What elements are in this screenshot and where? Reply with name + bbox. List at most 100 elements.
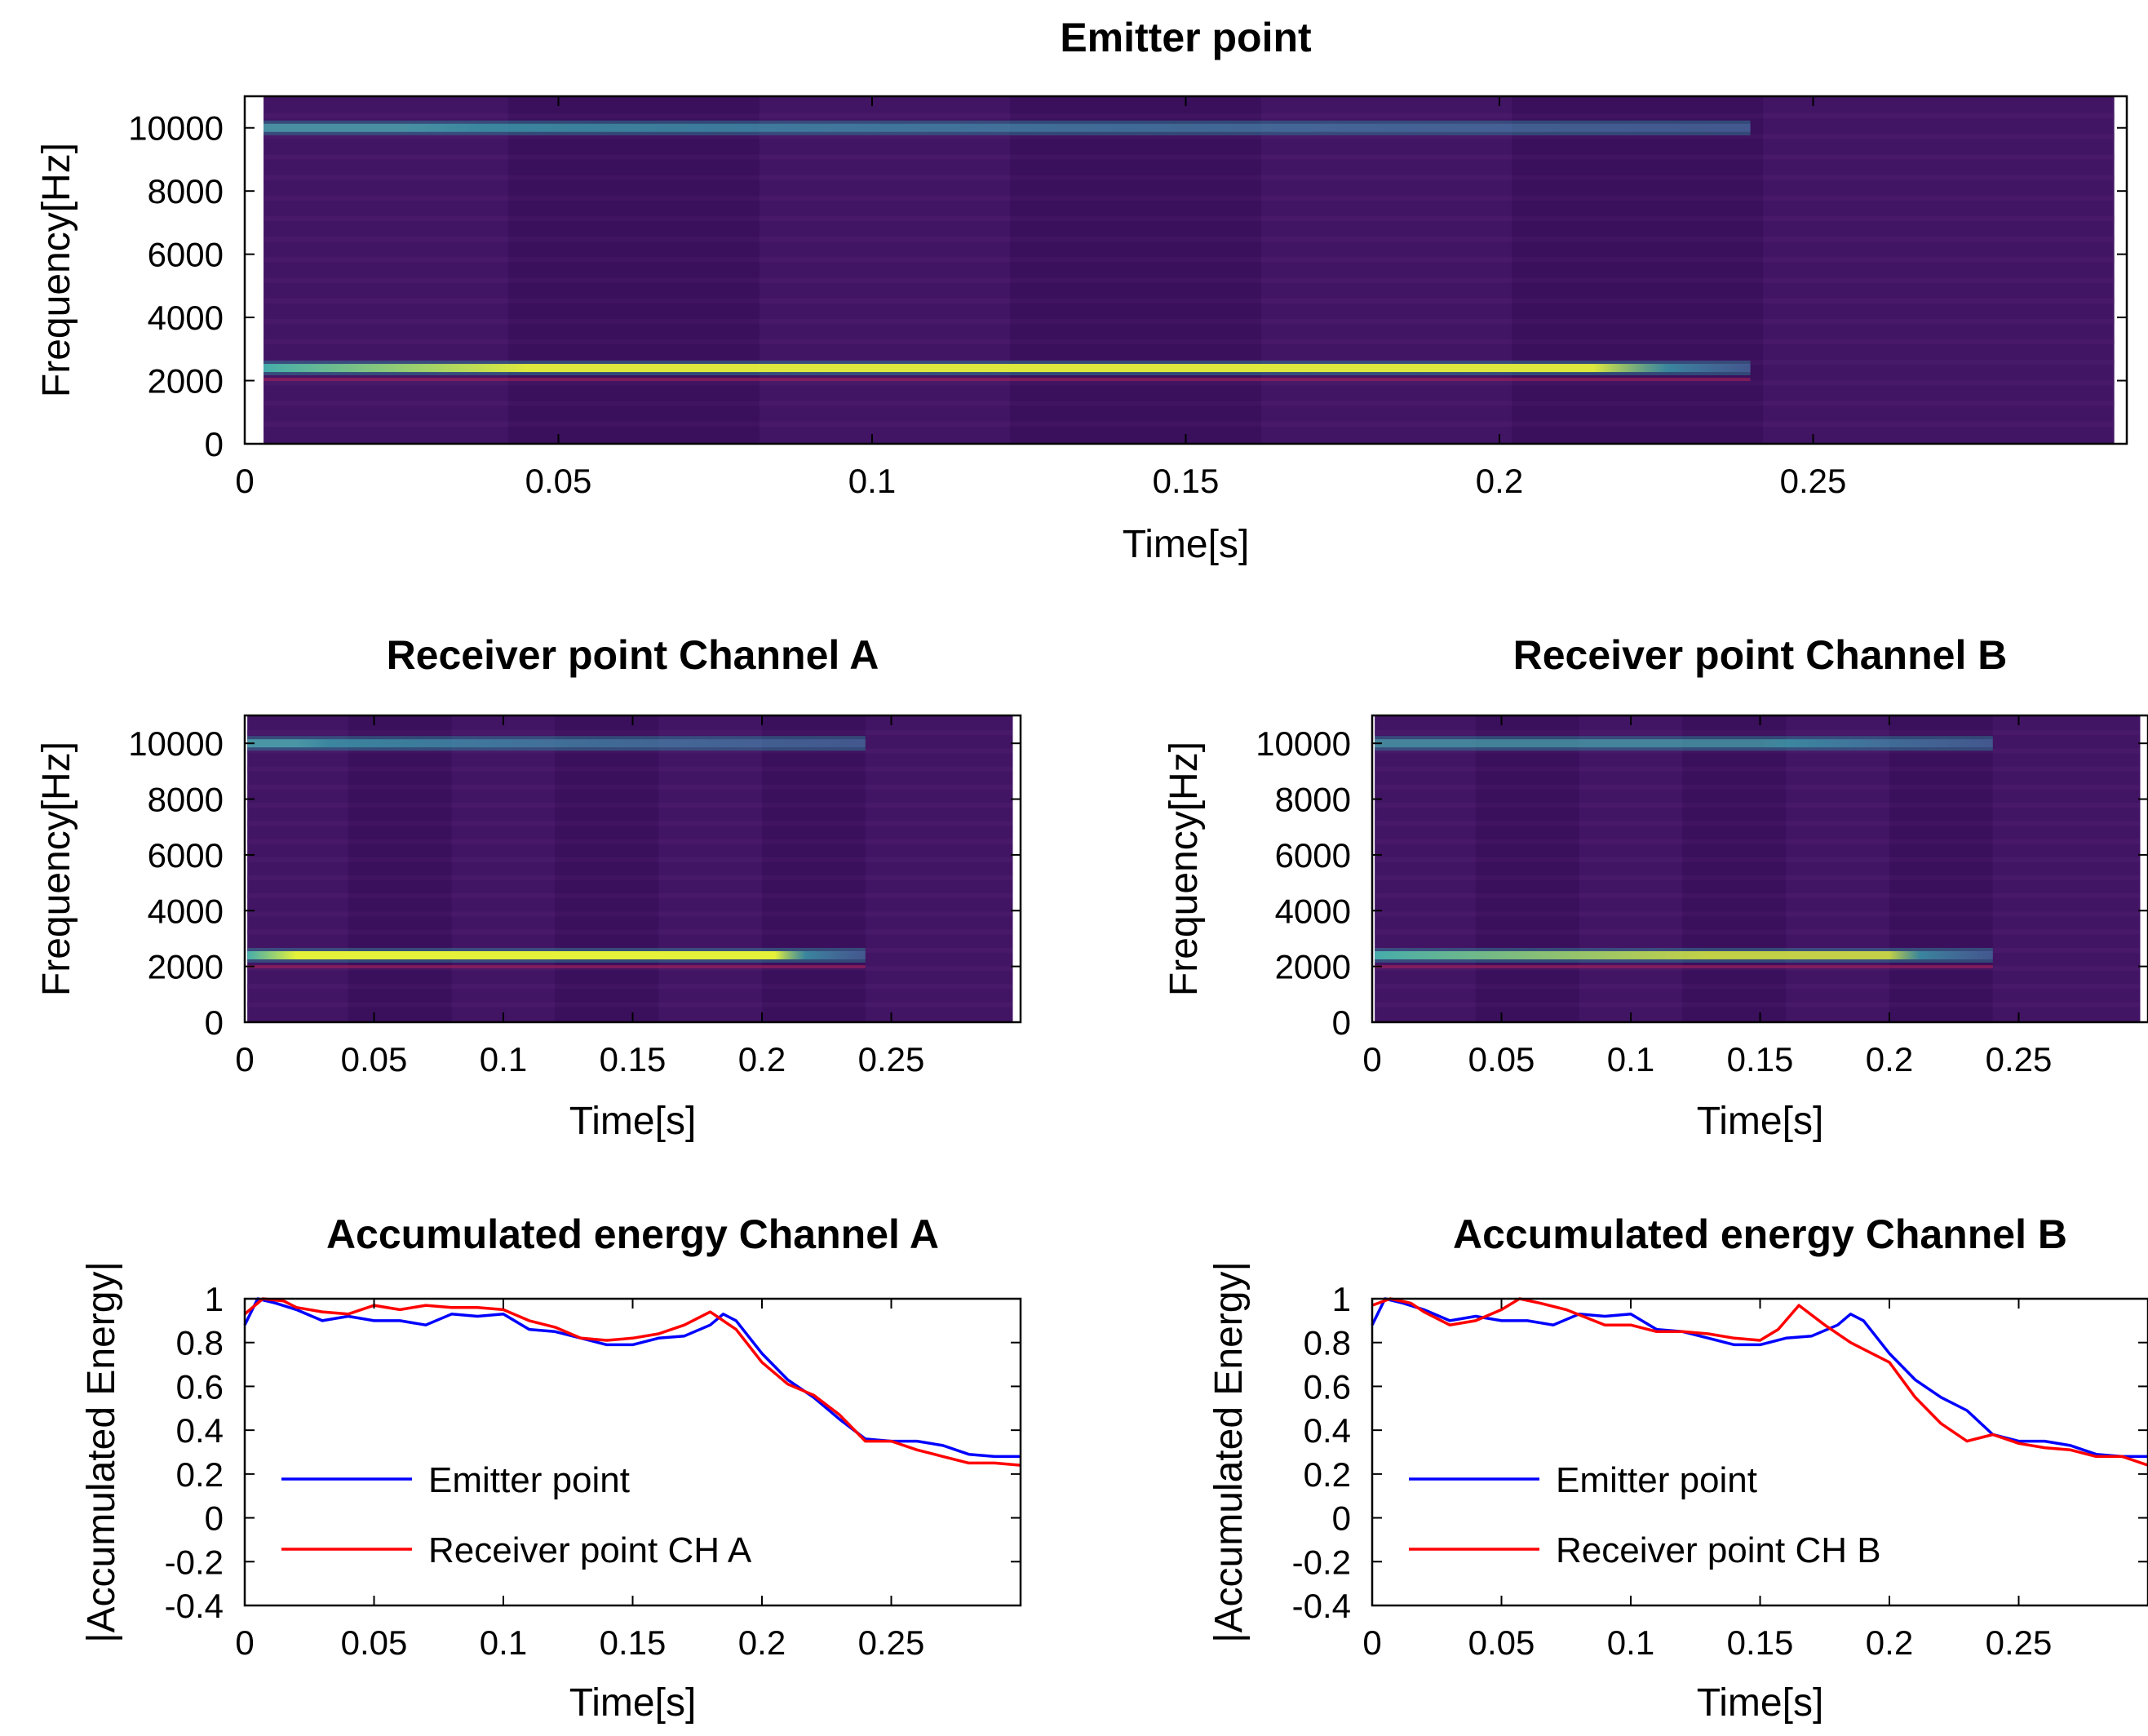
emitter-spectrogram-noise-stripe xyxy=(264,380,2115,386)
receiver-a-spectrogram-noise-stripe xyxy=(247,947,1013,953)
emitter-spectrogram-title: Emitter point xyxy=(1060,15,1312,60)
receiver-a-spectrogram-xtick-label: 0 xyxy=(235,1040,254,1078)
emitter-spectrogram-time-block xyxy=(759,96,1011,444)
receiver-b-spectrogram-tone-2400Hz-sideband xyxy=(1375,964,1993,968)
receiver-b-spectrogram-ylabel: Frequency[Hz] xyxy=(1163,742,1206,996)
emitter-spectrogram-noise-stripe xyxy=(264,195,2115,201)
receiver-a-spectrogram-time-block xyxy=(451,715,556,1022)
receiver-a-spectrogram-noise-stripe xyxy=(247,984,1013,990)
emitter-spectrogram-panel: 0 0.05 0.1 0.15 0.2 0.25 0 2000 4000 6000 8000 1000… xyxy=(35,15,2128,566)
receiver-b-spectrogram-noise-stripe xyxy=(1375,947,2141,953)
energy-b-ytick-label: -0.2 xyxy=(1292,1543,1351,1581)
receiver-a-spectrogram-noise-stripe xyxy=(247,911,1013,917)
energy-b-ytick-label: 0 xyxy=(1332,1499,1351,1538)
emitter-spectrogram-noise-stripe xyxy=(264,134,2115,140)
energy-a-panel: Emitter point Receiver point CH A 0 0.05 0.1… xyxy=(80,1211,1022,1725)
emitter-spectrogram-tone-2400Hz-sideband xyxy=(264,378,1751,382)
receiver-a-spectrogram-noise-stripe xyxy=(247,803,1013,808)
receiver-a-spectrogram-xtick-label: 0.2 xyxy=(738,1040,786,1078)
energy-b-plot-area xyxy=(1372,1299,2148,1605)
emitter-spectrogram-noise-stripe xyxy=(264,113,2115,119)
energy-b-legend-label: Emitter point xyxy=(1556,1460,1757,1500)
energy-a-xlabel: Time[s] xyxy=(569,1681,697,1725)
receiver-a-spectrogram-xtick-label: 0.05 xyxy=(341,1040,408,1078)
energy-b-ytick-label: 0.4 xyxy=(1304,1411,1351,1450)
emitter-spectrogram-xtick-label: 0.25 xyxy=(1780,462,1847,500)
receiver-a-spectrogram-noise-stripe xyxy=(247,966,1013,972)
receiver-b-spectrogram-noise-stripe xyxy=(1375,821,2141,826)
receiver-a-spectrogram-xtick-label: 0.1 xyxy=(480,1040,527,1078)
receiver-a-spectrogram-noise-stripe xyxy=(247,857,1013,862)
receiver-a-spectrogram-noise-stripe xyxy=(247,839,1013,844)
emitter-spectrogram-xtick-label: 0.1 xyxy=(848,462,896,500)
emitter-spectrogram-xtick-label: 0.05 xyxy=(525,462,592,500)
receiver-b-spectrogram-ytick-label: 6000 xyxy=(1275,836,1351,875)
energy-a-ytick-label: 0.2 xyxy=(176,1455,224,1494)
emitter-spectrogram-time-block xyxy=(264,96,508,444)
receiver-a-spectrogram-title: Receiver point Channel A xyxy=(387,632,879,678)
emitter-spectrogram-noise-stripe xyxy=(264,154,2115,160)
receiver-a-spectrogram-xtick-label: 0.15 xyxy=(600,1040,667,1078)
energy-b-ytick-label: 0.2 xyxy=(1304,1455,1351,1494)
receiver-a-spectrogram-ytick-label: 10000 xyxy=(128,724,224,763)
energy-a-ytick-label: -0.2 xyxy=(165,1543,224,1581)
energy-b-ytick-label: 0.8 xyxy=(1304,1324,1351,1362)
receiver-b-spectrogram-title: Receiver point Channel B xyxy=(1513,632,2008,678)
receiver-a-spectrogram-xlabel: Time[s] xyxy=(569,1100,697,1143)
receiver-b-spectrogram-noise-stripe xyxy=(1375,857,2141,862)
receiver-b-spectrogram-noise-stripe xyxy=(1375,875,2141,880)
receiver-a-spectrogram-time-block xyxy=(762,715,866,1022)
energy-b-legend-label: Receiver point CH B xyxy=(1556,1530,1881,1570)
energy-b-xlabel: Time[s] xyxy=(1697,1681,1824,1725)
emitter-spectrogram-noise-stripe xyxy=(264,216,2115,222)
receiver-b-spectrogram-time-block xyxy=(1992,715,2141,1022)
energy-a-xtick-label: 0.05 xyxy=(341,1623,408,1662)
receiver-b-spectrogram-noise-stripe xyxy=(1375,803,2141,808)
receiver-a-spectrogram-ytick-label: 6000 xyxy=(148,836,224,875)
energy-a-xtick-label: 0.1 xyxy=(480,1623,527,1662)
emitter-spectrogram-noise-stripe xyxy=(264,318,2115,324)
receiver-a-spectrogram-xtick-label: 0.25 xyxy=(858,1040,925,1078)
receiver-b-spectrogram-xlabel: Time[s] xyxy=(1697,1100,1824,1143)
receiver-b-spectrogram-tone-2400Hz-band xyxy=(1375,950,1993,959)
energy-b-ytick-label: 1 xyxy=(1332,1280,1351,1318)
emitter-spectrogram-time-block xyxy=(1010,96,1261,444)
receiver-b-spectrogram-time-block xyxy=(1375,715,1476,1022)
energy-a-xtick-label: 0 xyxy=(235,1623,254,1662)
receiver-a-spectrogram-ylabel: Frequency[Hz] xyxy=(35,742,78,996)
receiver-a-spectrogram-noise-stripe xyxy=(247,748,1013,754)
receiver-a-spectrogram-noise-stripe xyxy=(247,929,1013,935)
receiver-a-spectrogram-noise-stripe xyxy=(247,893,1013,899)
energy-b-xtick-label: 0.15 xyxy=(1727,1623,1794,1662)
receiver-a-spectrogram-time-block xyxy=(658,715,762,1022)
emitter-spectrogram-xtick-label: 0 xyxy=(235,462,254,500)
energy-b-panel: Emitter point Receiver point CH B 0 0.05 0.1… xyxy=(1207,1211,2148,1725)
energy-a-plot-area xyxy=(245,1299,1021,1605)
receiver-b-spectrogram-noise-stripe xyxy=(1375,966,2141,972)
emitter-spectrogram-ylabel: Frequency[Hz] xyxy=(35,143,78,397)
energy-a-legend-label: Emitter point xyxy=(428,1460,630,1500)
energy-b-xtick-label: 0.25 xyxy=(1986,1623,2053,1662)
energy-b-xtick-label: 0.05 xyxy=(1468,1623,1535,1662)
receiver-b-spectrogram-noise-stripe xyxy=(1375,784,2141,790)
energy-b-ytick-label: 0.6 xyxy=(1304,1367,1351,1406)
receiver-b-spectrogram-noise-stripe xyxy=(1375,748,2141,754)
emitter-spectrogram-noise-stripe xyxy=(264,401,2115,406)
emitter-spectrogram-xtick-label: 0.15 xyxy=(1153,462,1220,500)
receiver-b-spectrogram-xtick-label: 0 xyxy=(1362,1040,1381,1078)
emitter-spectrogram-noise-stripe xyxy=(264,237,2115,242)
receiver-a-spectrogram-panel: 0 0.05 0.1 0.15 0.2 0.25 0 2000 4000 6000 8000 1000… xyxy=(35,632,1022,1143)
receiver-a-spectrogram-noise-stripe xyxy=(247,875,1013,880)
emitter-spectrogram-tone-2400Hz-band xyxy=(264,364,1751,373)
energy-a-ytick-label: 0.4 xyxy=(176,1411,224,1450)
receiver-b-spectrogram-noise-stripe xyxy=(1375,839,2141,844)
emitter-spectrogram-time-block xyxy=(1512,96,1763,444)
energy-a-title: Accumulated energy Channel A xyxy=(326,1211,939,1257)
emitter-spectrogram-xtick-label: 0.2 xyxy=(1476,462,1523,500)
emitter-spectrogram-ytick-label: 10000 xyxy=(128,109,224,148)
energy-a-xtick-label: 0.25 xyxy=(858,1623,925,1662)
emitter-spectrogram-time-block xyxy=(1260,96,1512,444)
receiver-b-spectrogram-time-block xyxy=(1579,715,1683,1022)
receiver-b-spectrogram-noise-stripe xyxy=(1375,1002,2141,1008)
